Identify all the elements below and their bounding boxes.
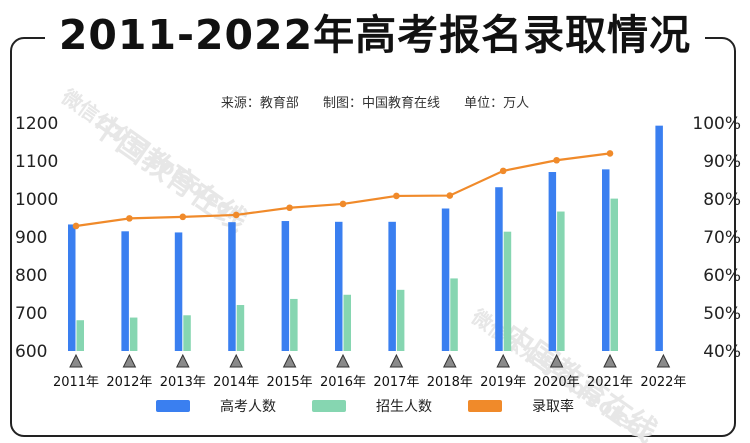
x-axis-marker xyxy=(603,353,617,368)
x-tick-label: 2014年 xyxy=(213,375,259,390)
y-right-tick-label: 50% xyxy=(703,304,741,324)
x-tick-label: 2021年 xyxy=(587,375,633,390)
legend-label: 高考人数 xyxy=(220,398,276,415)
line-point-admission-rate xyxy=(446,192,454,199)
bars-layer xyxy=(68,125,663,351)
x-axis-marker xyxy=(496,353,511,368)
line-point-admission-rate xyxy=(606,150,614,157)
unit-text: 单位：万人 xyxy=(464,96,530,111)
legend-label: 招生人数 xyxy=(376,399,432,415)
x-axis-marker xyxy=(389,353,404,368)
line-point-admission-rate xyxy=(126,215,133,222)
x-axis-marker xyxy=(336,353,350,368)
x-axis-labels: 2011年 2012年 2013年 2014年 2015年 2016年 2017年 2018年… xyxy=(53,375,686,390)
x-axis-marker xyxy=(229,353,244,368)
line-point-admission-rate xyxy=(179,213,187,221)
x-axis-marker xyxy=(69,353,83,368)
bar-admissions xyxy=(610,198,618,351)
x-tick-label: 2017年 xyxy=(373,375,419,390)
y-left-tick-label: 800 xyxy=(15,266,47,286)
y-right-tick-label: 90% xyxy=(703,152,741,172)
line-layer xyxy=(72,150,614,230)
producer-text: 制图：中国教育在线 xyxy=(322,96,440,111)
legend-label: 录取率 xyxy=(532,398,574,415)
x-axis-marker xyxy=(549,353,564,368)
chart-title: 2011-2022年高考报名录取情况 xyxy=(44,6,706,64)
source-text: 来源：教育部 xyxy=(220,96,299,111)
legend: 高考人数 招生人数 录取率 xyxy=(156,398,574,415)
bar-exam-takers xyxy=(121,231,129,351)
bar-admissions xyxy=(450,278,458,351)
bar-exam-takers xyxy=(602,169,610,351)
bar-exam-takers xyxy=(548,172,557,351)
x-tick-label: 2015年 xyxy=(267,375,313,390)
x-tick-label: 2020年 xyxy=(534,375,580,390)
bar-admissions xyxy=(129,317,138,351)
y-left-tick-label: 1000 xyxy=(15,190,58,210)
line-point-admission-rate xyxy=(499,167,507,175)
x-tick-label: 2018年 xyxy=(427,375,473,390)
y-left-tick-label: 700 xyxy=(15,304,47,324)
x-axis-marker xyxy=(442,353,457,368)
line-point-admission-rate xyxy=(339,200,347,208)
x-axis-markers xyxy=(69,353,671,368)
legend-swatch xyxy=(156,400,190,412)
y-right-tick-label: 100% xyxy=(692,114,741,134)
x-tick-label: 2019年 xyxy=(480,375,526,390)
y-right-tick-label: 70% xyxy=(703,228,741,248)
bar-admissions xyxy=(396,289,405,351)
x-tick-label: 2022年 xyxy=(640,375,686,390)
x-tick-label: 2013年 xyxy=(160,375,206,390)
bar-admissions xyxy=(557,211,565,351)
x-tick-label: 2012年 xyxy=(106,375,152,390)
line-point-admission-rate xyxy=(72,222,80,230)
y-axis-right: 40% 50% 60% 70% 80% 90% 100% xyxy=(692,114,741,362)
bar-admissions xyxy=(183,315,191,351)
bar-exam-takers xyxy=(174,232,183,351)
x-axis-marker xyxy=(122,353,137,368)
legend-swatch xyxy=(468,400,502,412)
bar-exam-takers xyxy=(388,221,396,351)
x-axis-marker xyxy=(282,353,297,368)
bar-exam-takers xyxy=(228,222,236,351)
bar-exam-takers xyxy=(441,208,450,351)
line-point-admission-rate xyxy=(232,211,240,219)
bar-admissions xyxy=(76,320,84,351)
bar-admissions xyxy=(236,305,245,351)
y-right-tick-label: 40% xyxy=(703,342,741,362)
y-left-tick-label: 600 xyxy=(15,342,47,362)
bar-exam-takers xyxy=(495,187,503,351)
bar-exam-takers xyxy=(655,125,663,351)
bar-admissions xyxy=(503,231,512,351)
watermark-text: 微信公众号 eoleoleol xyxy=(56,84,242,224)
x-axis-marker xyxy=(175,353,190,368)
bar-admissions xyxy=(343,294,351,351)
legend-swatch xyxy=(312,400,346,412)
bar-exam-takers xyxy=(68,224,76,351)
bar-exam-takers xyxy=(281,221,290,351)
y-right-tick-label: 60% xyxy=(703,266,741,286)
y-right-tick-label: 80% xyxy=(703,190,741,210)
bar-admissions xyxy=(290,298,298,351)
x-tick-label: 2016年 xyxy=(320,375,366,390)
title-wrap: 2011-2022年高考报名录取情况 xyxy=(0,0,750,76)
line-point-admission-rate xyxy=(286,204,293,212)
source-line: 来源：教育部 制图：中国教育在线 单位：万人 xyxy=(0,92,750,111)
line-point-admission-rate xyxy=(393,192,400,200)
x-tick-label: 2011年 xyxy=(53,375,99,390)
y-left-tick-label: 900 xyxy=(15,228,47,248)
bar-exam-takers xyxy=(335,221,343,351)
y-left-tick-label: 1200 xyxy=(15,114,58,134)
y-axis-left: 600 700 800 900 1000 1100 1200 xyxy=(15,114,58,362)
line-point-admission-rate xyxy=(553,156,560,164)
x-axis-marker xyxy=(656,353,671,368)
y-left-tick-label: 1100 xyxy=(15,152,58,172)
